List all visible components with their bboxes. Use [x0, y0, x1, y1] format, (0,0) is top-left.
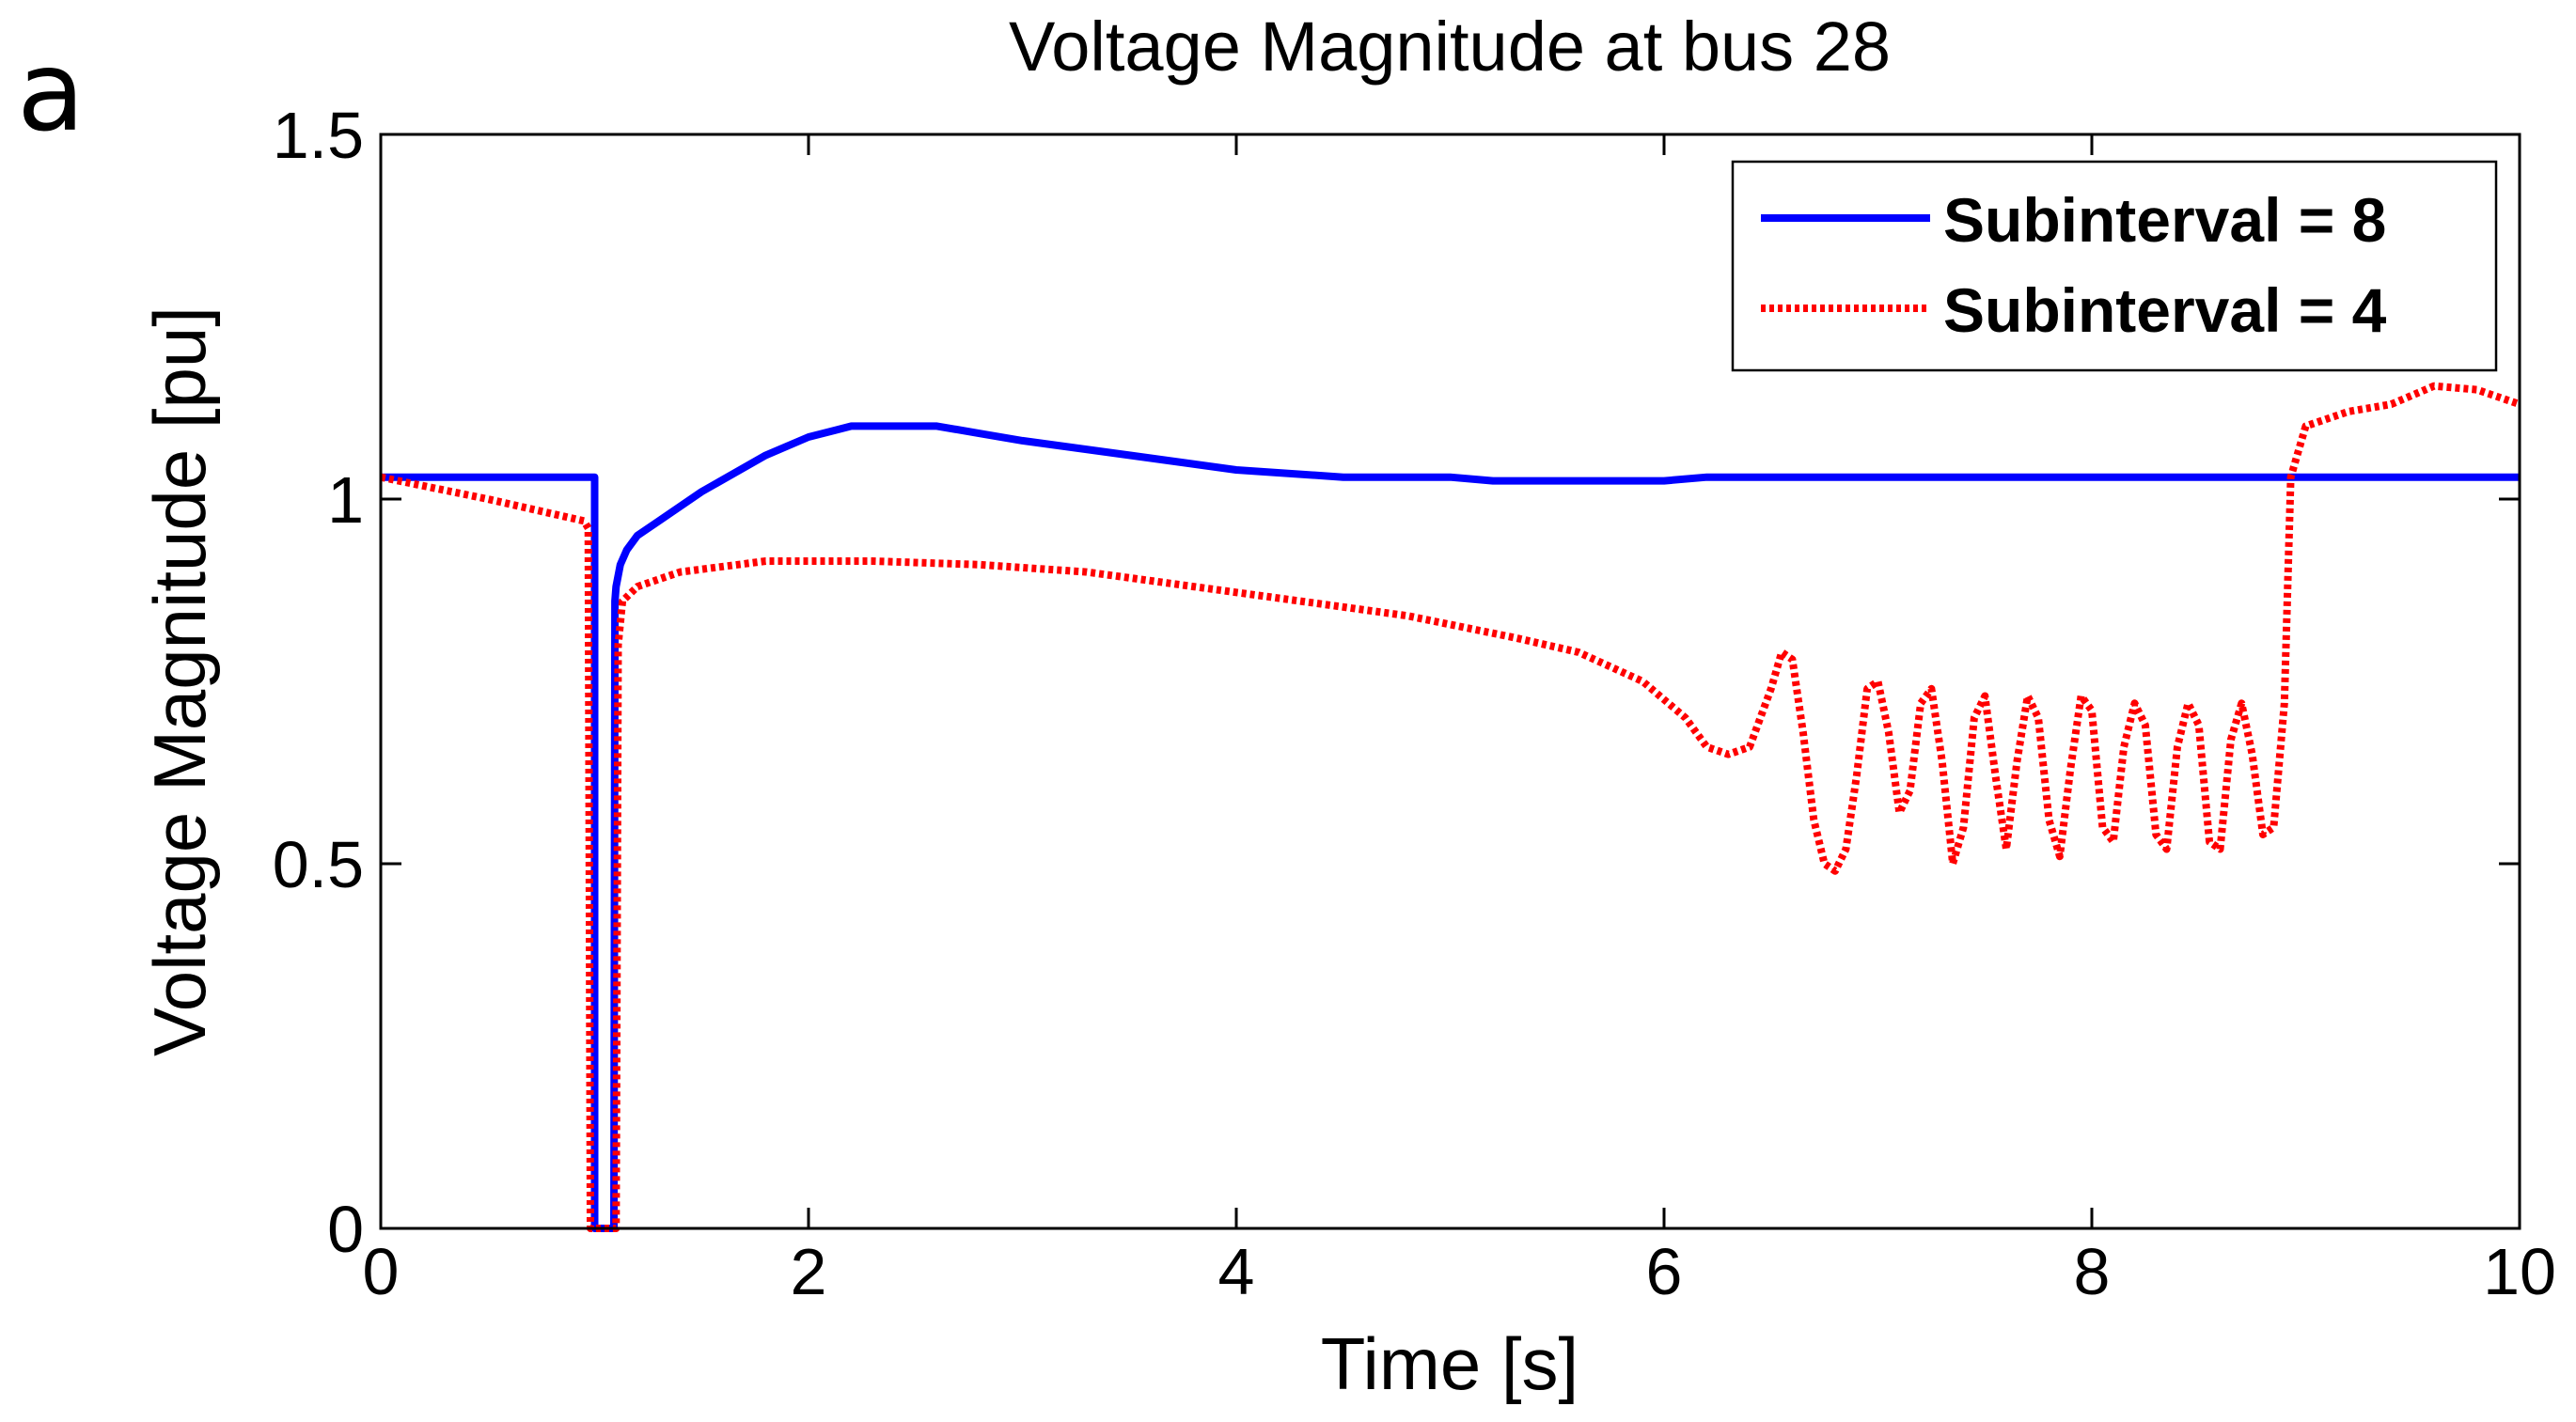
x-tick-label: 2	[791, 1235, 827, 1308]
legend-label-series-1: Subinterval = 8	[1943, 185, 2386, 255]
x-tick-label: 0	[363, 1235, 400, 1308]
x-tick-label: 6	[1646, 1235, 1683, 1308]
chart-title: Voltage Magnitude at bus 28	[1009, 8, 1891, 86]
axis-ticks: 0 2 4 6 8 10 0 0.5 1 1.5	[273, 99, 2556, 1308]
x-tick-label: 10	[2483, 1235, 2556, 1308]
x-axis-label: Time [s]	[1321, 1322, 1579, 1405]
series-line-2	[380, 382, 2521, 1232]
legend-box	[1731, 160, 2498, 372]
legend-label-series-2: Subinterval = 4	[1943, 275, 2387, 345]
series-line-1	[381, 422, 2520, 1232]
x-tick-label: 4	[1218, 1235, 1255, 1308]
plot-area	[380, 382, 2521, 1232]
panel-label: a	[17, 26, 85, 156]
y-tick-label: 0	[327, 1193, 364, 1266]
plot-frame	[379, 133, 2521, 1230]
x-tick-label: 8	[2074, 1235, 2111, 1308]
y-tick-label: 1	[327, 463, 364, 537]
y-axis-label: Voltage Magnitude [pu]	[138, 306, 221, 1056]
y-tick-label: 0.5	[273, 828, 364, 901]
y-tick-label: 1.5	[273, 99, 364, 172]
legend: Subinterval = 8 Subinterval = 4	[1731, 160, 2498, 372]
